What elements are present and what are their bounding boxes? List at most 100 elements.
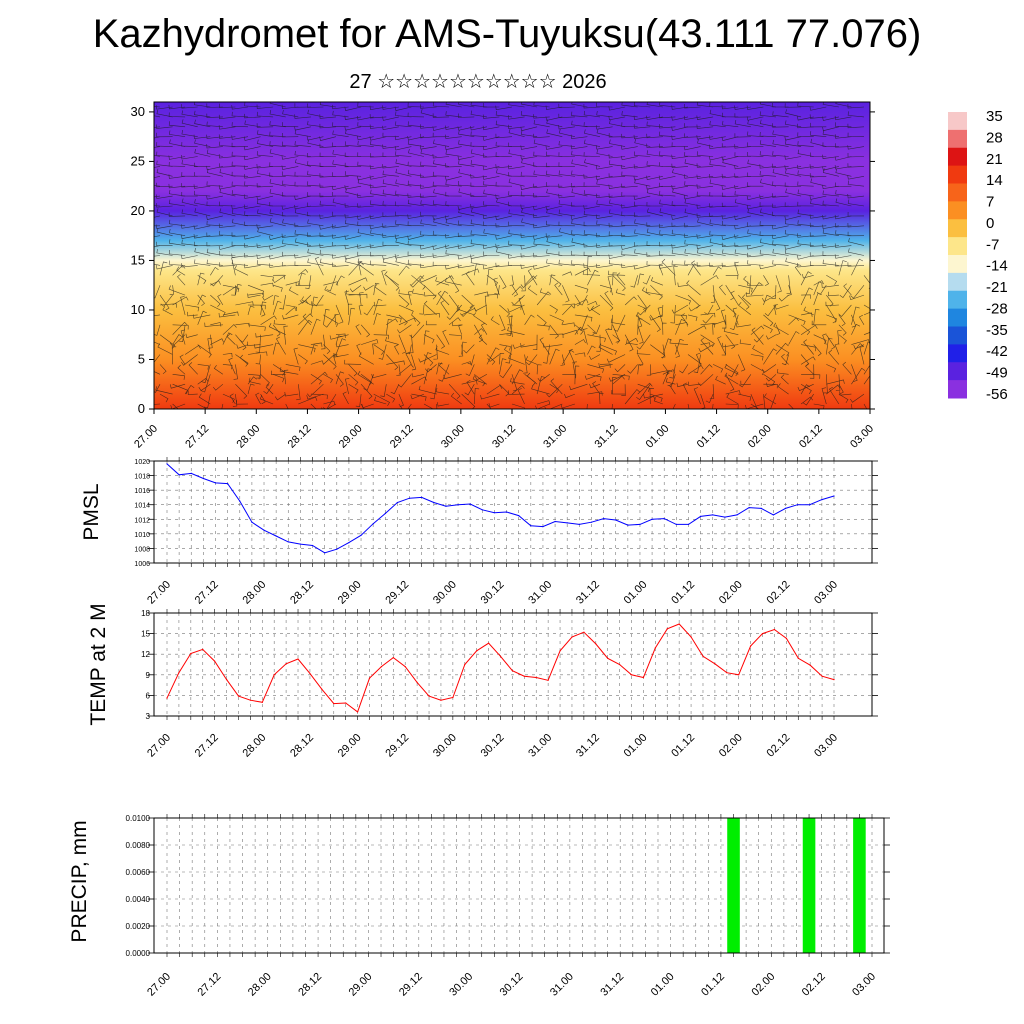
wind-barb xyxy=(763,394,766,409)
pmsl-point xyxy=(506,511,508,513)
wind-barb xyxy=(457,244,475,249)
wind-barb xyxy=(834,254,852,259)
wind-barb xyxy=(310,374,322,385)
wind-barb xyxy=(432,245,450,250)
wind-barb xyxy=(646,133,663,139)
wind-barb xyxy=(382,212,399,217)
wind-barb xyxy=(696,174,714,179)
wind-barb xyxy=(750,393,758,409)
wind-barb xyxy=(260,282,274,288)
wind-barb xyxy=(243,204,261,209)
wind-barb xyxy=(520,155,538,160)
wind-barb xyxy=(838,393,849,404)
wind-barb xyxy=(218,114,236,120)
wind-barb xyxy=(608,106,626,111)
wind-barb xyxy=(574,326,584,335)
wind-barb xyxy=(260,315,277,326)
wind-barb xyxy=(746,204,764,210)
wind-barb xyxy=(332,224,349,229)
wind-barb xyxy=(810,199,827,207)
wind-barb xyxy=(156,105,173,110)
wind-barb xyxy=(610,318,626,326)
wind-barb xyxy=(659,190,676,197)
wind-barb xyxy=(558,259,575,266)
wind-barb xyxy=(700,364,713,375)
wind-barb xyxy=(180,296,186,315)
wind-barb xyxy=(357,215,374,220)
wind-barb xyxy=(244,194,261,199)
wind-barb xyxy=(800,271,812,286)
wind-barb xyxy=(646,188,663,197)
wind-barb xyxy=(646,252,663,257)
wind-barb xyxy=(646,150,663,157)
wind-barb xyxy=(257,209,274,217)
wind-barb xyxy=(847,163,865,168)
precip-x-tick-label: 29.12 xyxy=(397,971,425,999)
wind-barb xyxy=(445,249,462,256)
wind-barb xyxy=(344,244,362,250)
wind-barb xyxy=(332,149,349,157)
wind-barb xyxy=(508,164,525,170)
wind-barb xyxy=(612,374,630,381)
wind-barb xyxy=(478,334,488,345)
wind-barb xyxy=(156,124,173,129)
wind-barb xyxy=(357,116,374,121)
wind-barb xyxy=(470,110,487,118)
wind-barb xyxy=(709,219,726,227)
wind-barb xyxy=(545,220,563,227)
wind-barb xyxy=(495,181,513,187)
wind-barb xyxy=(222,332,233,345)
wind-barb xyxy=(809,106,827,111)
wind-barb xyxy=(423,300,437,316)
wind-barb xyxy=(683,115,701,121)
wind-barb xyxy=(231,111,249,118)
wind-barb xyxy=(432,200,450,207)
wind-barb xyxy=(495,133,513,139)
wind-barb xyxy=(646,115,663,121)
section-x-tick-label: 29.00 xyxy=(337,423,365,451)
wind-barb xyxy=(172,403,179,409)
wind-barb xyxy=(197,310,207,325)
wind-barb xyxy=(696,244,714,249)
wind-barb xyxy=(344,213,362,219)
wind-barb xyxy=(784,182,802,187)
wind-barb xyxy=(156,142,173,147)
wind-barb xyxy=(357,203,374,208)
wind-barb xyxy=(449,334,462,340)
wind-barb xyxy=(445,134,462,139)
wind-barb xyxy=(206,149,223,157)
wind-barb xyxy=(734,133,751,138)
wind-barb xyxy=(560,403,575,409)
temp-point xyxy=(261,701,263,703)
wind-barb xyxy=(448,294,461,312)
temp-point xyxy=(226,679,228,681)
wind-barb xyxy=(470,192,487,198)
wind-barb xyxy=(633,151,651,157)
wind-barb xyxy=(800,396,813,405)
wind-barb xyxy=(732,307,739,325)
wind-barb xyxy=(397,374,412,388)
wind-barb xyxy=(219,188,236,197)
wind-barb xyxy=(508,229,525,236)
wind-barb xyxy=(344,115,362,120)
wind-barb xyxy=(725,390,741,395)
wind-barb xyxy=(154,205,161,207)
wind-barb xyxy=(608,193,626,198)
wind-barb xyxy=(822,154,839,159)
wind-barb xyxy=(210,275,224,287)
wind-barb xyxy=(747,252,764,258)
wind-barb xyxy=(369,183,387,189)
wind-barb xyxy=(834,115,852,121)
wind-barb xyxy=(722,249,739,256)
wind-barb xyxy=(294,158,311,167)
wind-barb xyxy=(269,189,286,197)
colorbar-swatch xyxy=(948,380,967,399)
wind-barb xyxy=(520,126,538,132)
wind-barb xyxy=(156,241,173,247)
wind-barb xyxy=(361,403,374,409)
precip-x-tick-label: 30.12 xyxy=(498,971,526,999)
wind-barb xyxy=(395,168,412,177)
wind-barb xyxy=(723,327,739,335)
wind-barb xyxy=(210,266,219,276)
